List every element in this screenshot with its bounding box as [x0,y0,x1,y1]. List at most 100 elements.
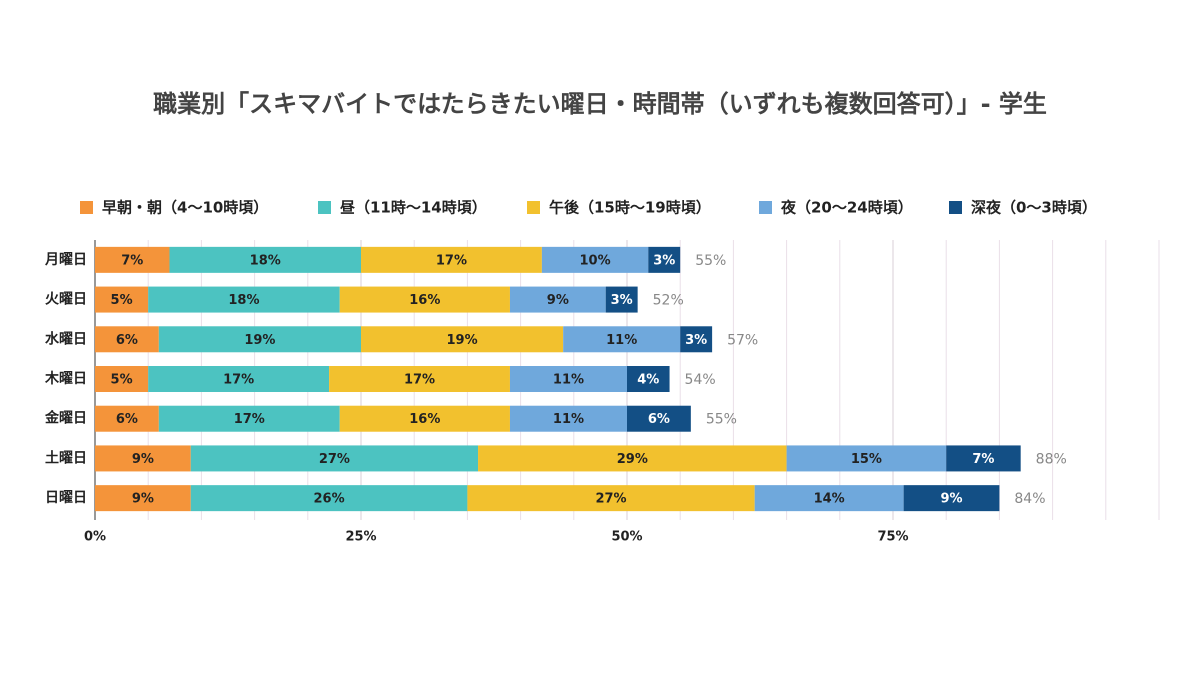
bar-segment [158,326,361,353]
data-label: 9% [132,492,154,507]
data-label: 10% [580,253,611,268]
bar-segment [190,485,468,512]
bar-segment [903,485,1000,512]
data-label: 17% [223,373,254,388]
data-label: 6% [116,333,138,348]
bar-segment [339,286,510,313]
bar-segment [190,445,479,472]
bar-segment [95,366,149,392]
data-label: 17% [234,412,265,427]
data-label: 27% [319,452,350,467]
data-label: 7% [972,452,994,467]
bar-segment [361,326,564,353]
chart-title: 職業別「スキマバイトではたらきたい曜日・時間帯（いずれも複数回答可）」- 学生 [153,90,1047,118]
y-tick-label: 土曜日 [45,449,87,466]
total-label: 57% [727,332,758,348]
y-tick-label: 火曜日 [45,292,87,308]
bar-segment [605,286,638,313]
bar-segment [158,405,340,432]
bar-segment [509,366,627,392]
bar-segment [361,246,542,273]
data-label: 16% [409,412,440,427]
legend-label: 昼（11時〜14時頃） [340,199,487,217]
legend-swatch [80,201,93,214]
y-tick-label: 水曜日 [45,330,87,347]
data-label: 5% [111,293,133,308]
total-label: 84% [1014,491,1045,507]
bar-segment [478,445,787,472]
data-label: 5% [111,373,133,388]
bar-segment [148,286,340,313]
bar-segment [95,445,191,472]
bar-segment [541,246,649,273]
y-tick-label: 木曜日 [44,370,87,387]
data-label: 6% [648,412,670,427]
data-label: 3% [611,293,633,308]
total-label: 88% [1036,451,1067,467]
data-label: 17% [436,253,467,268]
data-label: 4% [637,373,659,388]
x-tick-label: 50% [611,530,642,545]
bar-segment [627,405,691,432]
data-label: 17% [404,373,435,388]
data-label: 3% [685,333,707,348]
bar-segment [339,405,510,432]
y-tick-label: 金曜日 [44,410,87,427]
data-label: 18% [250,253,281,268]
bar-segment [754,485,904,512]
data-label: 7% [121,253,143,268]
data-label: 11% [606,333,637,348]
legend-label: 深夜（0〜3時頃） [971,199,1097,217]
data-label: 27% [595,492,626,507]
bar-segment [509,286,606,313]
bar-segment [680,326,713,353]
bar-segment [786,445,947,472]
bar-segment [95,326,159,353]
bar-segment [946,445,1021,472]
bar-segment [95,246,170,273]
data-label: 15% [851,452,882,467]
x-tick-label: 0% [84,530,106,545]
legend-swatch [759,201,772,214]
y-tick-label: 日曜日 [45,490,87,506]
total-label: 55% [706,412,737,428]
data-label: 11% [553,412,584,427]
bar-segment [169,246,361,273]
data-label: 29% [617,452,648,467]
legend-swatch [949,201,962,214]
bar-segment [648,246,681,273]
y-tick-label: 月曜日 [44,252,87,268]
bar-segment [563,326,681,353]
bar-segment [329,366,510,392]
bar-segment [95,405,159,432]
x-tick-label: 25% [345,530,376,545]
data-label: 9% [132,452,154,467]
data-label: 19% [244,333,275,348]
data-label: 3% [653,253,675,268]
data-label: 16% [409,293,440,308]
bar-segment [467,485,755,512]
data-label: 9% [940,492,962,507]
bar-segment [148,366,330,392]
data-label: 19% [447,333,478,348]
data-label: 9% [547,293,569,308]
bar-segment [627,366,670,392]
total-label: 55% [695,253,726,269]
total-label: 52% [653,293,684,309]
bar-segment [95,286,149,313]
data-label: 11% [553,373,584,388]
data-label: 18% [228,293,259,308]
data-label: 26% [314,492,345,507]
bar-segment [509,405,627,432]
x-tick-label: 75% [877,530,908,545]
data-label: 14% [814,492,845,507]
legend-label: 早朝・朝（4〜10時頃） [102,199,268,217]
legend-label: 午後（15時〜19時頃） [549,199,711,217]
total-label: 54% [685,372,716,388]
legend-swatch [318,201,331,214]
legend-label: 夜（20〜24時頃） [780,199,913,217]
legend-swatch [527,201,540,214]
bar-segment [95,485,191,512]
data-label: 6% [116,412,138,427]
